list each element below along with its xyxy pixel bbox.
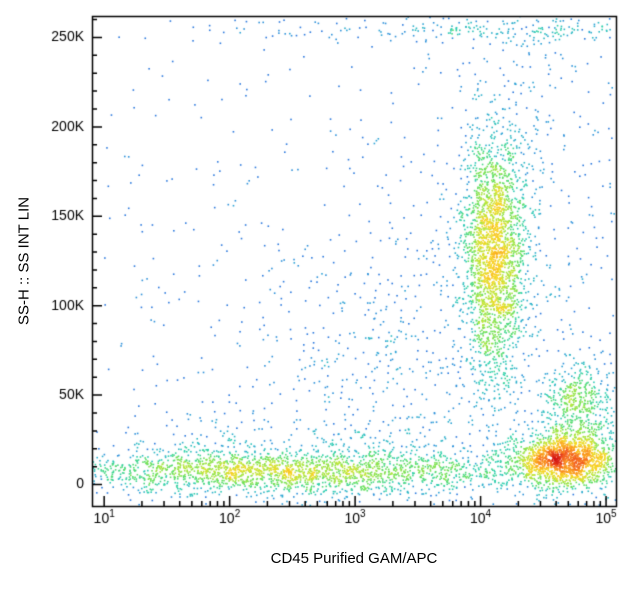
y-axis-label: SS-H :: SS INT LIN xyxy=(16,197,33,325)
x-axis-label: CD45 Purified GAM/APC xyxy=(271,550,438,567)
flow-cytometry-plot: SS-H :: SS INT LIN CD45 Purified GAM/APC xyxy=(0,0,640,601)
plot-canvas xyxy=(0,0,640,601)
